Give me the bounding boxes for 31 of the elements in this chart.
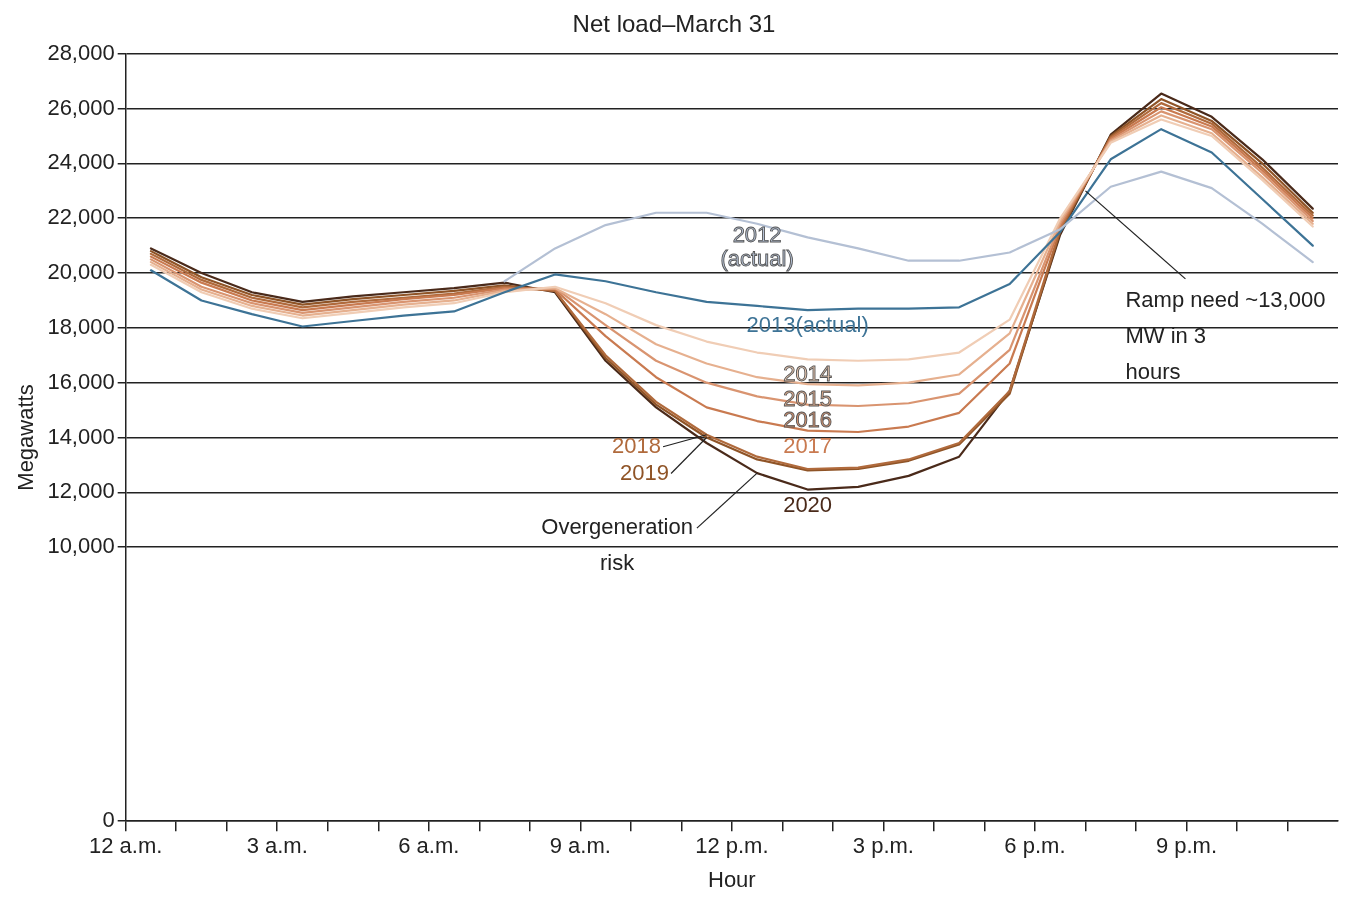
series-label: 2017 (783, 432, 833, 458)
y-tick-label: 16,000 (47, 368, 115, 394)
y-tick-label: 26,000 (47, 94, 115, 120)
series-label: 2014 (783, 361, 833, 387)
y-axis-title: Megawatts (13, 384, 39, 491)
x-tick-label: 9 p.m. (1155, 833, 1218, 859)
series-label: 2020 (783, 491, 833, 517)
series-label: 2012 (actual) (720, 221, 794, 271)
y-tick-label: 18,000 (47, 313, 115, 339)
annotation: Ramp need ~13,000 MW in 3 hours (1125, 286, 1326, 384)
y-tick-label: 24,000 (47, 149, 115, 175)
x-tick-label: 12 a.m. (89, 833, 163, 859)
series-label: 2016 (783, 406, 833, 432)
x-tick-label: 3 p.m. (852, 833, 914, 859)
y-tick-label: 28,000 (47, 39, 115, 65)
y-tick-label: 10,000 (47, 533, 115, 559)
x-tick-label: 6 a.m. (398, 833, 460, 859)
annotation: Overgeneration risk (541, 514, 693, 576)
x-axis-title: Hour (708, 866, 756, 892)
x-tick-label: 3 a.m. (246, 833, 308, 859)
y-tick-label: 12,000 (47, 478, 115, 504)
series-label: 2019 (620, 459, 670, 485)
y-tick-label: 20,000 (47, 259, 115, 285)
series-label: 2018 (612, 432, 662, 458)
x-tick-label: 6 p.m. (1004, 833, 1066, 859)
y-tick-label: 14,000 (47, 423, 115, 449)
y-tick-label: 22,000 (47, 204, 115, 230)
y-tick-label: 0 (102, 807, 115, 833)
x-tick-label: 12 p.m. (695, 833, 769, 859)
x-tick-label: 9 a.m. (549, 833, 611, 859)
chart-title: Net load–March 31 (572, 10, 776, 38)
